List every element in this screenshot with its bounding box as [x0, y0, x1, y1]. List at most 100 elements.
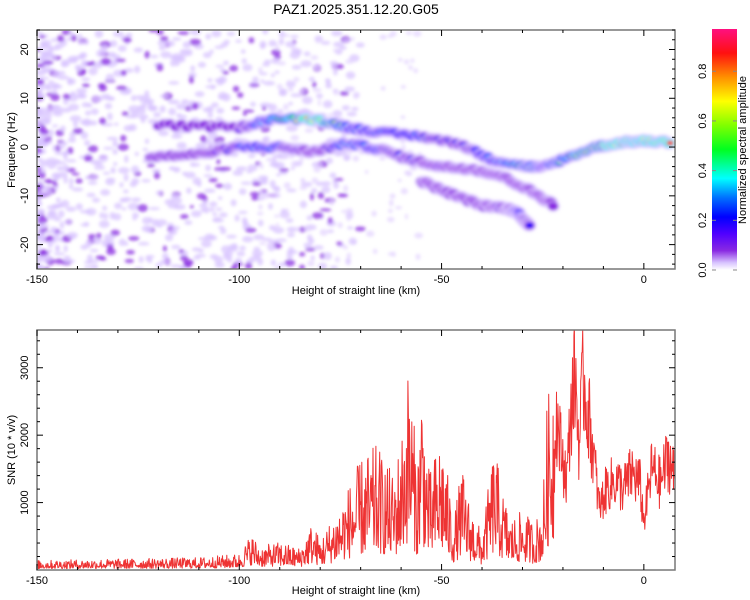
spectrogram-noise-cell	[232, 85, 240, 93]
spectrogram-noise-cell	[189, 30, 202, 36]
spectrogram-noise-cell	[39, 76, 46, 81]
spectrogram-noise-cell	[183, 259, 194, 266]
spectrogram-noise-cell	[118, 167, 130, 174]
spectrogram-noise-cell	[212, 212, 218, 217]
spectrogram-noise-cell	[261, 192, 270, 199]
spectrogram-noise-cell	[211, 102, 219, 108]
spectrogram-noise-cell	[300, 178, 306, 182]
spectrogram-noise-cell	[75, 178, 83, 184]
spectrogram-noise-cell	[200, 207, 207, 213]
spectrogram-noise-cell	[330, 62, 337, 70]
spectrogram-noise-cell	[205, 33, 212, 40]
spectrogram-noise-cell	[137, 241, 150, 246]
spectrogram-noise-cell	[293, 226, 301, 232]
spectrogram-noise-cell	[245, 227, 257, 233]
spectrogram-noise-cell	[345, 71, 356, 80]
spectrogram-noise-cell	[197, 236, 209, 241]
spectrogram-noise-cell	[188, 75, 194, 84]
y-tick-label: -20	[19, 237, 31, 253]
spectrogram-noise-cell	[240, 181, 252, 185]
spectrogram-noise-cell	[182, 41, 192, 49]
spectrogram-noise-cell	[321, 181, 331, 187]
spectrogram-noise-cell	[333, 41, 344, 48]
spectrogram-noise-cell	[81, 102, 90, 108]
spectrogram-noise-cell	[283, 103, 289, 111]
spectrogram-noise-cell	[192, 162, 201, 167]
spectrogram-noise-cell	[157, 40, 166, 46]
spectrogram-noise-cell	[258, 189, 264, 195]
spectrogram-noise-cell	[298, 251, 306, 257]
spectrogram-noise-cell	[102, 171, 111, 175]
spectrogram-x-axis-label: Height of straight line (km)	[292, 285, 420, 297]
spectrogram-noise-cell	[94, 30, 104, 38]
spectrogram-noise-cell	[89, 248, 99, 253]
spectrogram-noise-cell	[83, 260, 92, 265]
spectrogram-noise-cell	[346, 252, 352, 259]
spectrogram-noise-cell	[397, 57, 403, 62]
spectrogram-noise-cell	[346, 215, 351, 222]
spectrogram-noise-cell	[316, 37, 320, 44]
spectrogram-noise-cell	[46, 249, 53, 253]
spectrogram-noise-cell	[106, 177, 116, 181]
spectrogram-noise-cell	[167, 99, 180, 105]
spectrogram-noise-cell	[141, 179, 151, 183]
spectrogram-noise-cell	[414, 232, 424, 239]
snr-x-ticks: -150 -100 -50 0	[26, 330, 647, 587]
spectrogram-noise-cell	[159, 105, 166, 113]
spectrogram-noise-cell	[91, 174, 99, 180]
spectrogram-noise-cell	[261, 237, 272, 242]
spectrogram-noise-cell	[67, 147, 74, 155]
spectrogram-noise-cell	[44, 76, 49, 80]
spectrogram-noise-cell	[311, 212, 324, 220]
spectrogram-noise-cell	[88, 67, 98, 76]
spectrogram-noise-cell	[347, 226, 354, 230]
spectrogram-noise-cell	[46, 117, 52, 121]
spectrogram-noise-cell	[90, 61, 96, 65]
spectrogram-noise-cell	[128, 236, 140, 241]
spectrogram-noise-cell	[262, 136, 270, 144]
spectrogram-noise-cell	[270, 244, 275, 248]
spectrogram-noise-cell	[269, 42, 278, 47]
spectrogram-noise-cell	[42, 69, 50, 74]
spectrogram-noise-cell	[283, 182, 291, 189]
colorbar-ticks: 0.0 0.2 0.4 0.6 0.8	[697, 64, 737, 278]
spectrogram-noise-cell	[400, 84, 407, 89]
colorbar-label: Normalized spectral amplitude	[737, 76, 749, 224]
spectrogram-noise-cell	[290, 166, 295, 171]
spectrogram-noise-cell	[98, 117, 107, 125]
spectrogram-noise-cell	[120, 134, 127, 142]
spectrogram-noise-cell	[332, 48, 342, 53]
spectrogram-noise-cell	[83, 39, 89, 45]
spectrogram-noise-cell	[176, 141, 187, 150]
spectrogram-noise-cell	[52, 124, 59, 128]
spectrogram-noise-cell	[223, 251, 234, 257]
spectrogram-noise-cell	[158, 45, 166, 51]
spectrogram-noise-cell	[66, 37, 72, 41]
spectrogram-noise-cell	[137, 204, 148, 212]
spectrogram-noise-cell	[286, 252, 293, 260]
spectrogram-noise-cell	[37, 184, 44, 190]
spectrogram-noise-cell	[320, 252, 325, 260]
spectrogram-noise-cell	[313, 165, 321, 173]
spectrogram-noise-cell	[131, 94, 137, 102]
spectrogram-noise-cell	[209, 207, 215, 212]
spectrogram-noise-cell	[124, 258, 135, 264]
spectrogram-noise-cell	[336, 241, 343, 246]
spectrogram-noise-cell	[276, 173, 281, 177]
spectrogram-noise-cell	[386, 216, 395, 223]
spectrogram-noise-cell	[83, 118, 92, 127]
spectrogram-noise-cell	[303, 51, 311, 57]
spectrogram-noise-cell	[351, 106, 359, 112]
spectrogram-noise-cell	[117, 45, 127, 52]
spectrogram-noise-cell	[240, 49, 246, 54]
spectrogram-noise-cell	[50, 38, 58, 42]
spectrogram-noise-cell	[226, 234, 237, 239]
spectrogram-noise-cell	[120, 69, 127, 76]
spectrogram-x-ticks: -150 -100 -50 0	[26, 30, 647, 286]
spectrogram-noise-cell	[350, 37, 355, 41]
spectrogram-noise-cell	[323, 252, 332, 260]
spectrogram-noise-cell	[291, 64, 302, 70]
spectrogram-noise-cell	[276, 83, 283, 90]
spectrogram-noise-cell	[220, 227, 227, 235]
spectrogram-noise-cell	[168, 167, 181, 171]
